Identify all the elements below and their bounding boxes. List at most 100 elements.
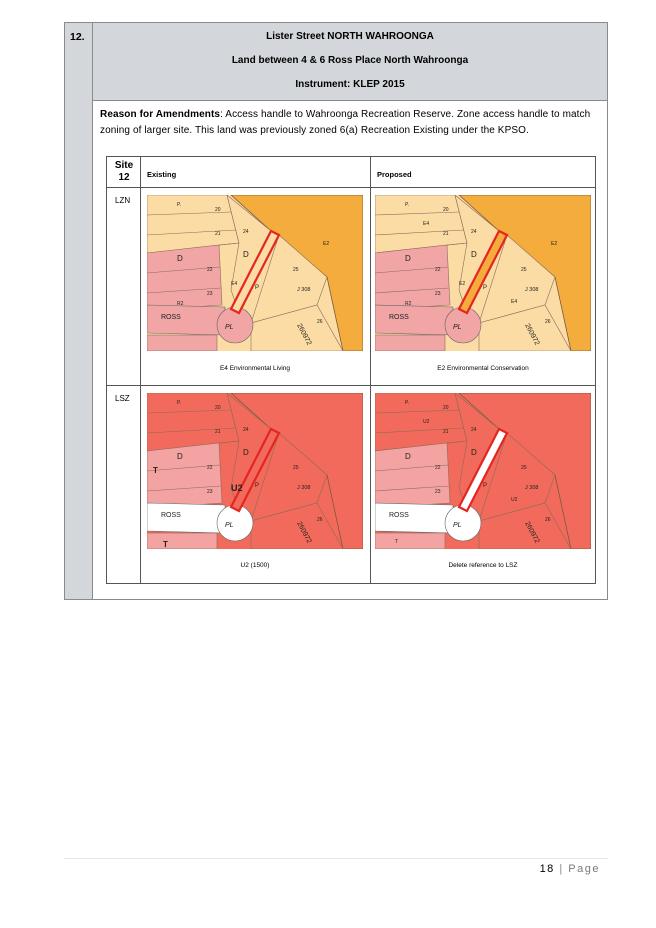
map-lzn-proposed: P. 20 21 22 23 24 25 26 D P D J 308 260972 ROSS PL E2 E2… [375,195,591,351]
lot-boundary [218,440,240,444]
zone-label-r2: R2 [405,301,412,307]
zone-label-r2: R2 [177,301,184,307]
map-label-p: P [255,285,259,291]
lot-number: 24 [243,427,249,433]
ross-place-road [375,502,454,534]
zone-label-e2: E2 [551,241,557,247]
map-label-p: P [483,285,487,291]
map-label-p: P. [177,202,181,208]
map-label-d: D [405,452,411,461]
site-header: Site 12 [113,160,135,184]
footer-separator: | [559,863,564,875]
zone-label-handle: E2 [459,281,465,287]
lot-boundary [147,485,222,492]
map-label-p: P. [405,400,409,406]
lot-parcel [250,304,344,351]
zone-label-u2: U2 [423,419,430,425]
lot-number: 24 [243,229,249,235]
lot-parcel [375,442,451,509]
map-label-p: P [255,483,259,489]
map-label-j308: J 308 [525,485,538,491]
header-instrument: Instrument: KLEP 2015 [295,79,405,90]
cul-de-sac [444,306,482,344]
map-label-j308: J 308 [297,485,310,491]
lot-boundary [147,427,237,434]
lot-number: 25 [293,267,299,273]
access-handle [229,427,281,513]
lot-parcel [375,334,446,351]
amendment-header: Lister Street NORTH WAHROONGA Land betwe… [93,23,607,101]
lot-number: 26 [317,517,323,523]
map-label-d: D [405,254,411,263]
lot-boundary [446,440,468,444]
site-map-table: Site 12 Existing Proposed LZN LSZ P. 20 21… [106,156,596,584]
cul-de-sac [444,504,482,542]
row-label-lsz: LSZ [115,394,130,403]
map-label-d: D [471,250,477,259]
lot-number: 20 [443,405,449,411]
map-label-d: D [243,448,249,457]
lot-boundary [218,242,240,246]
map-label-j308: J 308 [525,287,538,293]
lot-parcel [147,244,223,311]
reason-paragraph: Reason for Amendments: Access handle to … [100,107,600,139]
lot-boundary [375,427,465,434]
lot-boundary [147,464,221,472]
map-lzn-existing: P. 20 21 22 23 24 25 26 D P D J 308 260972 ROSS PL E2 E4… [147,195,363,351]
map-label-d: D [177,254,183,263]
map-label-d: D [471,448,477,457]
map-label-ross: ROSS [161,512,181,519]
map-label-pl: PL [225,324,234,331]
lot-parcel [375,244,451,311]
grid-line [107,187,595,188]
lot-number: 20 [215,207,221,213]
page-footer: 18 | Page [540,863,600,875]
lot-boundary [375,464,449,472]
grid-line [107,385,595,386]
lot-number: 26 [317,319,323,325]
header-land: Land between 4 & 6 Ross Place North Wahr… [231,55,469,66]
map-label-pl: PL [453,522,462,529]
lot-number: 26 [545,517,551,523]
amendment-table: 12. Lister Street NORTH WAHROONGA Land b… [64,22,608,600]
lot-number: 23 [207,489,213,495]
lot-parcel [147,532,218,549]
map-label-d: D [177,452,183,461]
lot-number: 23 [435,291,441,297]
lot-number: 23 [435,489,441,495]
existing-column-header: Existing [147,170,177,179]
map-label-p: P. [405,202,409,208]
reason-label: Reason for Amendments [100,109,221,120]
lot-parcel [375,532,446,549]
zone-label-e4: E4 [511,299,517,305]
zone-label-handle: E4 [231,281,237,287]
zone-label-t: T [395,539,398,545]
lot-number: 25 [521,465,527,471]
zone-label-t: T [163,540,168,549]
caption-lzn-existing: E4 Environmental Living [219,365,291,372]
access-handle [457,229,509,315]
page-number: 18 [539,863,555,875]
lot-parcel [478,304,572,351]
lot-number: 23 [207,291,213,297]
page-word: Page [568,863,600,875]
site-label: Site [114,160,134,171]
map-label-ross: ROSS [389,314,409,321]
lot-boundary [147,266,221,274]
header-street: Lister Street NORTH WAHROONGA [266,31,434,42]
item-number-column: 12. [65,23,93,599]
lot-boundary [147,229,237,236]
ross-place-road [147,304,226,336]
lot-parcel [478,502,572,549]
cul-de-sac [216,504,254,542]
caption-lsz-proposed: Delete reference to LSZ [448,562,518,569]
lot-boundary [147,211,232,216]
map-label-ross: ROSS [389,512,409,519]
zone-label-t: T [153,466,158,475]
lot-number: 25 [521,267,527,273]
lot-boundary [147,409,232,414]
ross-place-road [147,502,226,534]
row-label-lzn: LZN [115,196,131,205]
lot-parcel [250,502,344,549]
caption-lzn-proposed: E2 Environmental Conservation [437,365,529,372]
